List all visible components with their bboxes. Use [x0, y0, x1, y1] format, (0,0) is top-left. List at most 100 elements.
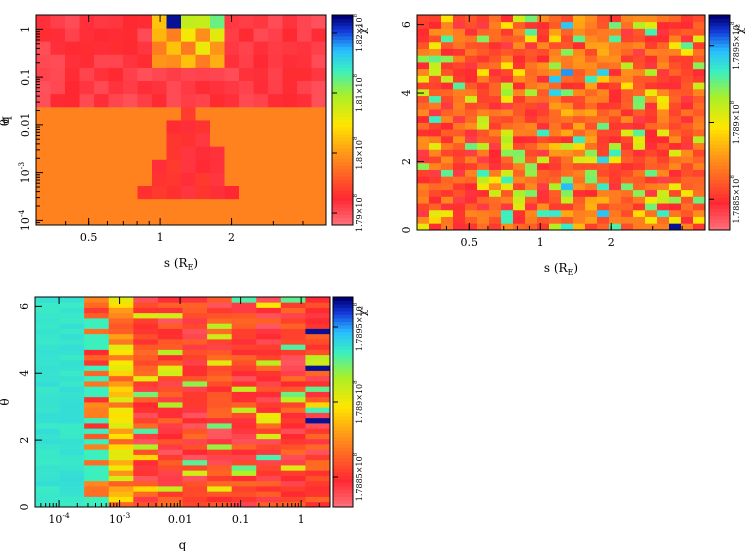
- heatmap-cell: [231, 433, 257, 440]
- heatmap-cell: [297, 93, 312, 108]
- heatmap-cell: [585, 196, 598, 204]
- heatmap-cell: [633, 75, 646, 83]
- heatmap-cell: [693, 189, 706, 197]
- heatmap-cell: [207, 360, 233, 366]
- colorbar-swatch: [332, 193, 353, 198]
- colorbar-swatch: [709, 79, 730, 84]
- heatmap-cell: [681, 21, 694, 29]
- heatmap-cell: [84, 470, 110, 476]
- heatmap-cell: [84, 297, 110, 303]
- heatmap-cell: [537, 109, 550, 117]
- heatmap-cell: [152, 41, 167, 55]
- heatmap-cell: [573, 216, 586, 224]
- heatmap-cell: [561, 129, 574, 137]
- heatmap-cell: [280, 480, 306, 487]
- colorbar-swatch: [333, 325, 353, 329]
- heatmap-cell: [633, 142, 646, 150]
- heatmap-cell: [59, 465, 85, 471]
- heatmap-cell: [305, 381, 331, 387]
- heatmap-cell: [465, 189, 478, 197]
- heatmap-cell: [465, 41, 478, 49]
- heatmap-cell: [256, 496, 282, 503]
- heatmap-cell: [441, 209, 454, 217]
- heatmap-cell: [152, 198, 167, 213]
- heatmap-cell: [489, 203, 502, 211]
- colorbar-swatch: [709, 165, 730, 170]
- heatmap-cell: [681, 142, 694, 150]
- heatmap-cell: [465, 102, 478, 110]
- heatmap-cell: [417, 142, 430, 150]
- heatmap-cell: [549, 41, 562, 49]
- heatmap-cell: [573, 35, 586, 43]
- heatmap-cell: [453, 68, 466, 76]
- heatmap-cell: [525, 216, 538, 224]
- heatmap-cell: [282, 159, 298, 173]
- colorbar-swatch: [333, 437, 353, 441]
- heatmap-cell: [123, 185, 138, 200]
- heatmap-cell: [108, 323, 134, 329]
- heatmap-cell: [573, 55, 586, 63]
- y-tick-label: 0: [400, 227, 413, 234]
- heatmap-cell: [501, 189, 514, 197]
- heatmap-cell: [501, 182, 514, 191]
- heatmap-cell: [573, 142, 586, 150]
- heatmap-cell: [657, 21, 670, 29]
- heatmap-cell: [108, 475, 134, 482]
- heatmap-cell: [305, 407, 331, 413]
- heatmap-cell: [59, 480, 85, 487]
- heatmap-cell: [489, 149, 502, 157]
- colorbar-label: χ²: [358, 24, 369, 34]
- heatmap-cell: [231, 349, 257, 356]
- heatmap-cell: [59, 402, 85, 408]
- heatmap-cell: [256, 381, 282, 387]
- heatmap-cell: [195, 133, 211, 147]
- heatmap-cell: [59, 444, 85, 450]
- colorbar-swatch: [709, 129, 730, 134]
- heatmap-cell: [35, 302, 60, 308]
- heatmap-cell: [537, 75, 550, 83]
- heatmap-cell: [621, 196, 634, 204]
- heatmap-cell: [561, 162, 574, 170]
- heatmap-cell: [633, 216, 646, 224]
- heatmap-cell: [231, 454, 257, 461]
- heatmap-cell: [525, 115, 538, 123]
- heatmap-cell: [133, 496, 159, 503]
- colorbar-swatch: [333, 304, 353, 308]
- heatmap-cell: [633, 48, 646, 56]
- heatmap-cell: [549, 196, 562, 204]
- colorbar-swatch: [333, 423, 353, 427]
- heatmap-cell: [231, 354, 257, 361]
- heatmap-cell: [633, 203, 646, 211]
- heatmap-cell: [465, 176, 478, 184]
- heatmap-cell: [453, 189, 466, 197]
- colorbar-swatch: [333, 416, 353, 420]
- heatmap-cell: [282, 185, 298, 200]
- heatmap-cell: [573, 28, 586, 36]
- heatmap-cell: [157, 423, 183, 429]
- heatmap-cell: [585, 135, 598, 144]
- colorbar-swatch: [333, 339, 353, 343]
- heatmap-cell: [231, 396, 257, 403]
- colorbar-swatch: [709, 151, 730, 156]
- heatmap-cell: [182, 491, 208, 497]
- y-tick-label: 1: [19, 26, 32, 33]
- heatmap-cell: [305, 475, 331, 482]
- colorbar-swatch: [709, 194, 730, 199]
- heatmap-cell: [513, 15, 526, 23]
- heatmap-cell: [441, 203, 454, 211]
- colorbar-swatch: [332, 158, 353, 163]
- heatmap-cell: [681, 41, 694, 49]
- heatmap-cell: [453, 55, 466, 63]
- heatmap-cell: [311, 80, 327, 95]
- heatmap-cell: [429, 223, 442, 231]
- heatmap-cell: [525, 135, 538, 144]
- heatmap-cell: [489, 176, 502, 184]
- heatmap-cell: [256, 454, 282, 461]
- heatmap-cell: [181, 28, 196, 42]
- heatmap-cell: [477, 162, 490, 170]
- heatmap-cell: [35, 360, 60, 366]
- heatmap-cell: [195, 159, 211, 173]
- heatmap-cell: [239, 211, 254, 226]
- heatmap-cell: [477, 109, 490, 117]
- colorbar-swatch: [333, 454, 353, 459]
